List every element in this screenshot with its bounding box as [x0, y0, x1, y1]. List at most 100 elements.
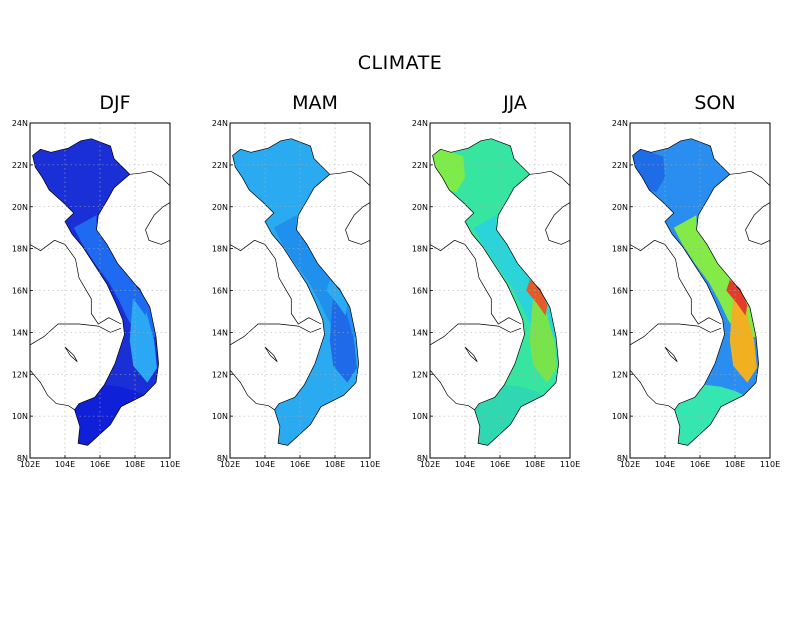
tick-label-lon: 108E: [325, 460, 345, 469]
peak-region: [526, 280, 548, 316]
boundary-line: [429, 369, 475, 411]
country-outline: [632, 138, 759, 446]
panel-djf: DJF 102E 104E 106E 108E 110E 24N 22N 20N 18N 16N 1…: [12, 92, 200, 482]
panel-mam: MAM 102E 104E 106E 108E 110E 24N 22N 20N 18N 16N 1…: [212, 92, 400, 482]
tick-label-lat: 16N: [212, 287, 228, 296]
tick-label-lat: 16N: [412, 287, 428, 296]
boundary-line: [464, 346, 478, 362]
tick-label-lat: 10N: [12, 412, 28, 421]
map-djf: 102E 104E 106E 108E 110E 24N 22N 20N 18N 16N 14N 12…: [12, 119, 180, 469]
country-outline: [232, 138, 359, 446]
boundary-line: [729, 170, 771, 187]
tick-label-lon: 102E: [420, 460, 440, 469]
tick-label-lat: 18N: [212, 245, 228, 254]
country-fill: [232, 138, 359, 446]
tick-label-lat: 20N: [12, 203, 28, 212]
northwest-region: [432, 149, 465, 193]
boundary-line: [64, 346, 78, 362]
boundary-line: [745, 202, 771, 245]
tick-label-lon: 106E: [290, 460, 310, 469]
panel-title-djf: DJF: [99, 92, 131, 114]
tick-label-lon: 102E: [20, 460, 40, 469]
country-fill: [432, 138, 559, 446]
figure-title: CLIMATE: [357, 52, 443, 74]
tick-label-lat: 8N: [617, 454, 628, 463]
tick-label-lon: 106E: [690, 460, 710, 469]
tick-label-lon: 104E: [255, 460, 275, 469]
south-region: [74, 384, 144, 446]
tick-label-lon: 108E: [125, 460, 145, 469]
panel-title-jja: JJA: [503, 92, 527, 114]
tick-label-lon: 104E: [55, 460, 75, 469]
tick-label-lat: 12N: [412, 370, 428, 379]
tick-label-lat: 10N: [612, 412, 628, 421]
highland-region: [729, 294, 757, 383]
northwest-region: [232, 149, 265, 193]
tick-label-lat: 22N: [612, 161, 628, 170]
tick-label-lon: 106E: [90, 460, 110, 469]
tick-label-lat: 16N: [612, 287, 628, 296]
tick-label-lat: 14N: [612, 328, 628, 337]
tick-label-lon: 108E: [525, 460, 545, 469]
tick-label-lat: 22N: [212, 161, 228, 170]
tick-label-lat: 22N: [12, 161, 28, 170]
tick-label-lon: 104E: [455, 460, 475, 469]
tick-label-lon: 108E: [725, 460, 745, 469]
boundary-line: [629, 239, 722, 325]
map-content: [29, 138, 171, 446]
highland-region: [529, 294, 557, 383]
northwest-region: [632, 149, 665, 193]
tick-label-lon: 104E: [655, 460, 675, 469]
country-fill: [32, 138, 159, 446]
map-content: [229, 138, 371, 446]
map-son: 102E 104E 106E 108E 110E 24N 22N 20N 18N 16N 14N 12…: [612, 119, 780, 469]
tick-label-lon: 110E: [560, 460, 580, 469]
boundary-line: [229, 323, 322, 346]
map-mam: 102E 104E 106E 108E 110E 24N 22N 20N 18N 16N 14N 12…: [212, 119, 380, 469]
tick-label-lat: 12N: [12, 370, 28, 379]
boundary-line: [429, 323, 522, 346]
tick-label-lon: 106E: [490, 460, 510, 469]
tick-label-lat: 20N: [212, 203, 228, 212]
tick-label-lat: 18N: [412, 245, 428, 254]
tick-label-lat: 20N: [412, 203, 428, 212]
tick-label-lat: 12N: [612, 370, 628, 379]
highland-region: [129, 294, 157, 383]
south-region: [674, 384, 744, 446]
tick-label-lat: 10N: [412, 412, 428, 421]
tick-label-lat: 18N: [12, 245, 28, 254]
boundary-line: [629, 369, 675, 411]
map-content: [629, 138, 771, 446]
tick-label-lon: 110E: [160, 460, 180, 469]
peak-region: [126, 280, 148, 316]
tick-label-lat: 24N: [212, 119, 228, 128]
tick-label-lon: 102E: [220, 460, 240, 469]
south-region: [474, 384, 544, 446]
map-content: [429, 138, 571, 446]
boundary-line: [145, 202, 171, 245]
tick-label-lat: 8N: [17, 454, 28, 463]
tick-label-lat: 24N: [412, 119, 428, 128]
country-outline: [432, 138, 559, 446]
boundary-line: [264, 346, 278, 362]
tick-label-lat: 24N: [612, 119, 628, 128]
boundary-line: [29, 323, 122, 346]
country-outline: [32, 138, 159, 446]
tick-label-lat: 10N: [212, 412, 228, 421]
peak-region: [726, 280, 748, 316]
boundary-line: [545, 202, 571, 245]
tick-label-lat: 14N: [212, 328, 228, 337]
tick-label-lat: 12N: [212, 370, 228, 379]
boundary-line: [329, 170, 371, 187]
highland-region: [329, 294, 357, 383]
northwest-region: [32, 149, 65, 193]
tick-label-lat: 8N: [417, 454, 428, 463]
country-fill: [632, 138, 759, 446]
tick-label-lon: 110E: [760, 460, 780, 469]
panel-son: SON 102E 104E 106E 108E 110E 24N 22N 20N 18N 16N 1…: [612, 92, 800, 482]
tick-label-lat: 20N: [612, 203, 628, 212]
boundary-line: [529, 170, 571, 187]
panel-title-mam: MAM: [292, 92, 338, 114]
south-region: [274, 384, 344, 446]
tick-label-lat: 14N: [412, 328, 428, 337]
